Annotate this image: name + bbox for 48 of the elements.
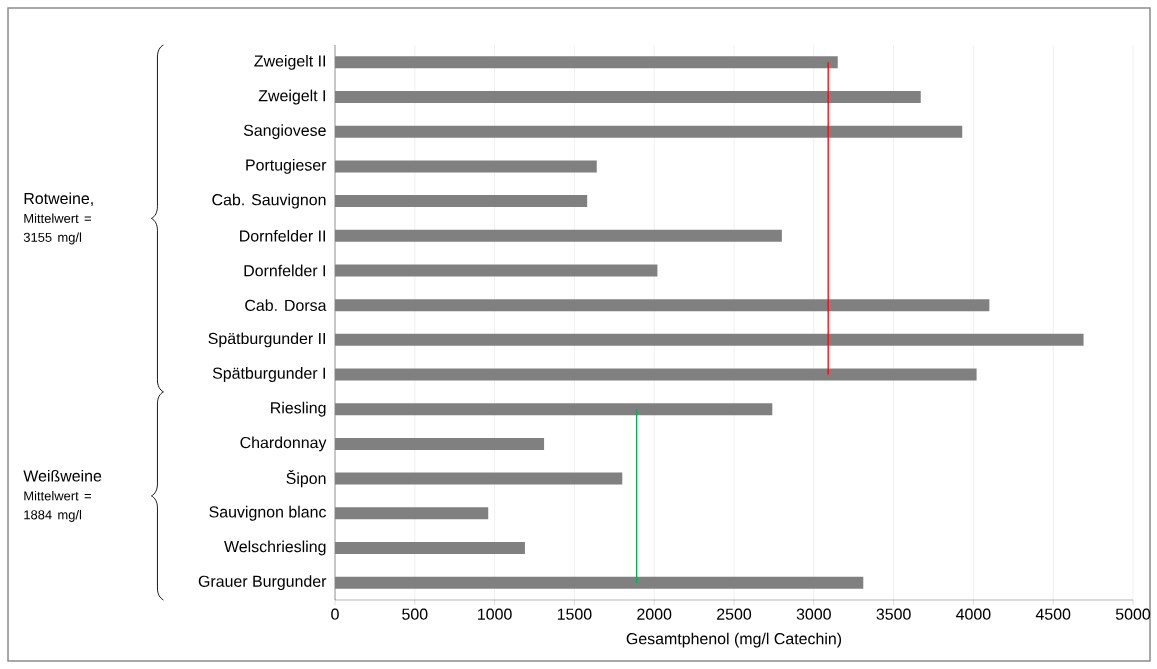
y-tick-label: Spätburgunder I <box>212 367 325 382</box>
bar <box>335 333 1084 346</box>
bar <box>335 437 545 450</box>
y-tick-label: Chardonnay <box>240 436 327 452</box>
bar <box>335 91 921 104</box>
y-tick-label: Zweigelt I <box>258 89 325 105</box>
x-tick-label: 2000 <box>637 608 672 620</box>
y-tick-label: Dornfelder II <box>240 229 325 242</box>
text: Mittelwert = 3155 mg/l <box>23 213 91 245</box>
bar <box>335 403 773 416</box>
y-tick-label: Grauer Burgunder <box>198 575 327 591</box>
y-tick-label: Cab. Dorsa <box>245 299 327 311</box>
x-tick-label: 500 <box>402 608 428 620</box>
bar <box>335 472 623 485</box>
y-tick-label: Sauvignon blanc <box>209 505 327 521</box>
bar <box>335 576 864 589</box>
y-tick-label: Riesling <box>271 401 326 417</box>
x-tick-label: 3000 <box>796 608 831 620</box>
y-tick-label: Zweigelt II <box>254 54 325 70</box>
bar <box>335 195 588 208</box>
bar <box>335 229 782 242</box>
text: Rotweine, <box>24 192 93 206</box>
y-tick-label: Spätburgunder II <box>208 332 325 348</box>
x-tick-label: 4500 <box>1035 608 1071 620</box>
x-tick-label: 0 <box>331 608 339 620</box>
bar <box>335 56 838 69</box>
x-tick-label: 2500 <box>717 608 752 620</box>
y-tick-label: Dornfelder I <box>244 264 325 277</box>
x-tick-label: 3500 <box>876 608 911 620</box>
y-tick-label: Welschriesling <box>224 540 326 556</box>
text: Mittelwert = 1884 mg/l <box>24 490 91 522</box>
y-tick-label: Portugieser <box>246 158 327 174</box>
bar <box>335 541 525 554</box>
bar <box>335 264 658 277</box>
bar <box>335 507 489 520</box>
x-axis-title: Gesamtphenol (mg/l Catechin) <box>626 632 842 648</box>
bar <box>335 299 990 312</box>
y-tick-label: Sangiovese <box>243 124 326 140</box>
x-tick-label: 1000 <box>478 608 512 620</box>
y-tick-label: Cab. Sauvignon <box>212 193 326 209</box>
x-tick-label: 5000 <box>1115 608 1151 620</box>
text: Weißweine <box>23 469 102 482</box>
x-tick-label: 4000 <box>956 608 991 620</box>
bar <box>335 160 597 173</box>
bar <box>335 125 963 138</box>
x-tick-label: 1500 <box>557 608 592 620</box>
y-tick-label: Šipon <box>286 469 326 488</box>
bar <box>335 368 977 381</box>
